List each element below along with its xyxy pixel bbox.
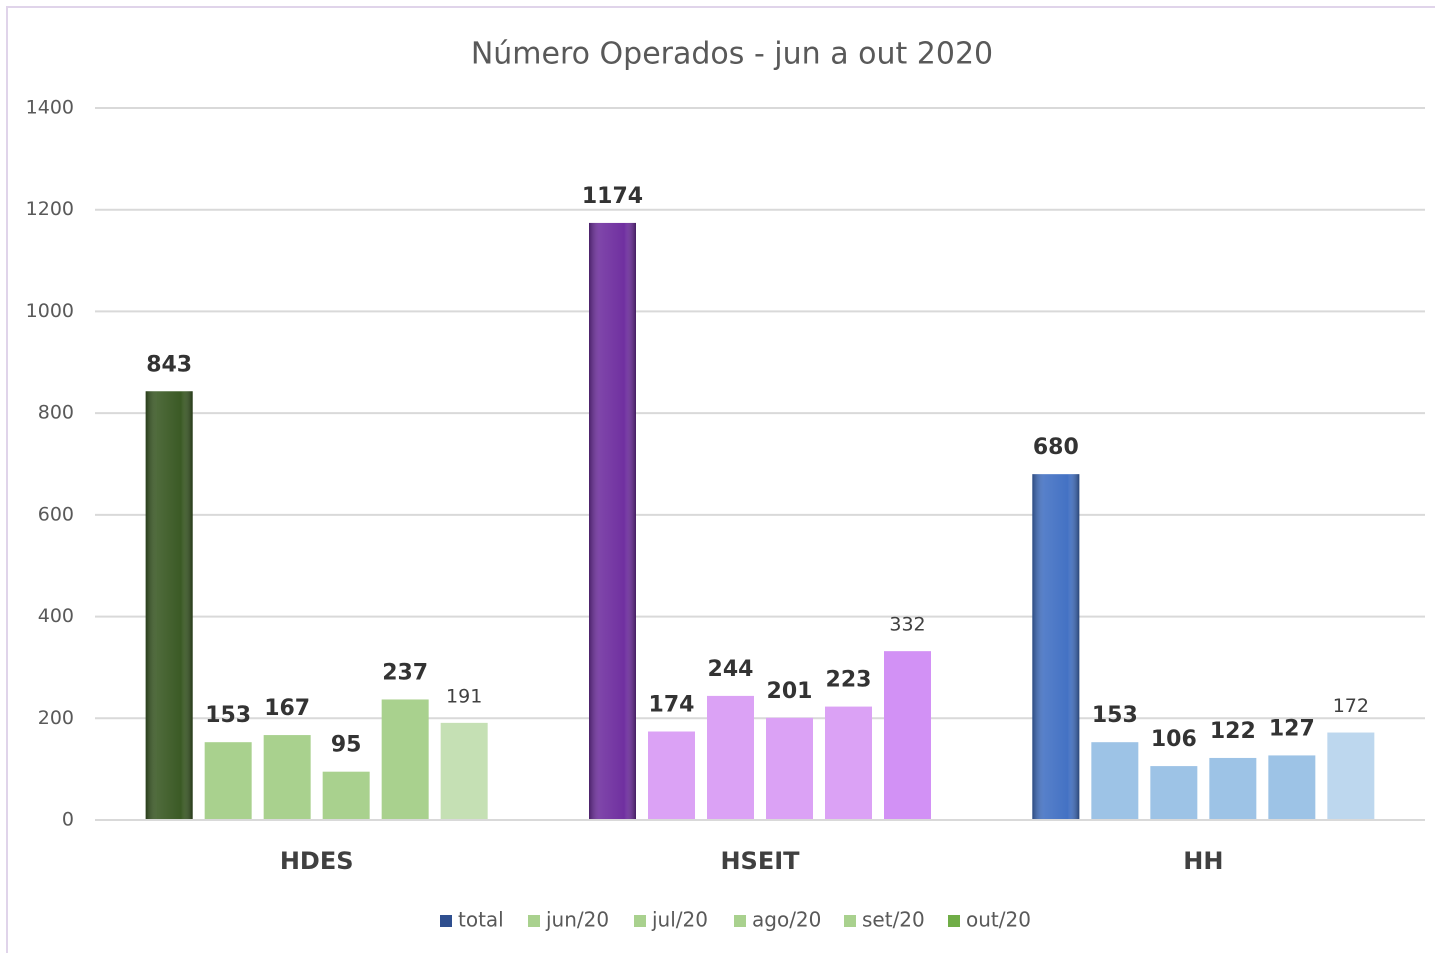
x-tick-label: HH <box>1183 847 1223 875</box>
data-label: 174 <box>649 693 695 718</box>
y-tick-label: 600 <box>38 503 74 525</box>
legend-label: out/20 <box>966 908 1031 932</box>
bar <box>263 735 311 820</box>
bar <box>766 717 813 820</box>
bar <box>1091 742 1139 820</box>
data-label: 172 <box>1333 695 1369 717</box>
data-label: 167 <box>264 696 310 721</box>
chart-title: Número Operados - jun a out 2020 <box>471 37 993 72</box>
bar <box>204 742 252 820</box>
bar <box>707 695 754 820</box>
y-tick-label: 1000 <box>26 300 74 322</box>
bar <box>145 391 193 820</box>
bar <box>648 731 695 820</box>
data-label: 95 <box>331 733 362 758</box>
legend-label: total <box>458 908 504 932</box>
data-label: 237 <box>382 660 428 685</box>
data-label: 244 <box>708 657 754 682</box>
bar <box>1209 757 1257 820</box>
data-label: 843 <box>146 352 192 377</box>
legend-label: jun/20 <box>545 908 609 932</box>
legend-swatch <box>528 915 540 927</box>
legend-swatch <box>844 915 856 927</box>
bar <box>1150 766 1198 820</box>
legend-swatch <box>440 915 452 927</box>
legend-label: set/20 <box>862 908 925 932</box>
bar <box>440 722 488 820</box>
data-label: 153 <box>1092 703 1138 728</box>
x-tick-label: HSEIT <box>720 847 800 875</box>
bar <box>381 699 429 820</box>
data-label: 191 <box>446 685 482 707</box>
bar <box>1268 755 1316 820</box>
data-label: 201 <box>767 679 813 704</box>
data-label: 332 <box>889 614 925 636</box>
data-label: 1174 <box>582 184 643 209</box>
y-tick-label: 1400 <box>26 97 74 119</box>
legend-swatch <box>948 915 960 927</box>
legend-swatch <box>734 915 746 927</box>
bar <box>1327 732 1375 820</box>
bar <box>884 651 931 820</box>
data-label: 122 <box>1210 719 1256 744</box>
y-tick-label: 1200 <box>26 198 74 220</box>
data-label: 680 <box>1033 435 1079 460</box>
y-tick-label: 400 <box>38 605 74 627</box>
bar <box>589 222 636 821</box>
data-label: 223 <box>826 668 872 693</box>
bar <box>322 771 370 820</box>
legend-swatch <box>634 915 646 927</box>
x-tick-label: HDES <box>280 847 354 875</box>
legend-label: jul/20 <box>651 908 708 932</box>
data-label: 127 <box>1269 716 1315 741</box>
y-tick-label: 0 <box>62 809 74 831</box>
data-label: 153 <box>205 703 251 728</box>
y-tick-label: 200 <box>38 707 74 729</box>
bar <box>825 706 872 820</box>
legend-label: ago/20 <box>752 908 821 932</box>
data-label: 106 <box>1151 727 1197 752</box>
y-tick-label: 800 <box>38 402 74 424</box>
bar <box>1032 474 1080 820</box>
